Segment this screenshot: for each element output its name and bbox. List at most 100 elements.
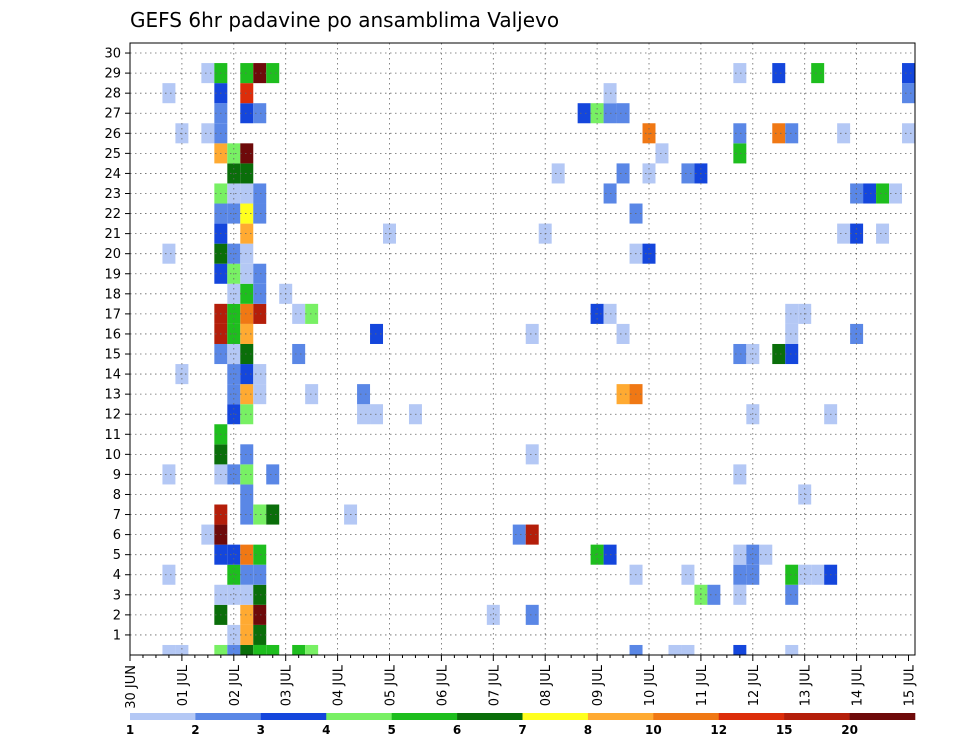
colorbar-label: 2 <box>191 723 199 737</box>
heatmap-cell <box>525 444 539 465</box>
heatmap-cell <box>240 243 254 264</box>
x-tick-label: 30 JUN <box>124 665 139 709</box>
heatmap-cell <box>240 644 254 655</box>
heatmap-cell <box>240 384 254 405</box>
heatmap-cell <box>733 644 747 655</box>
heatmap-cell <box>253 263 267 284</box>
heatmap-cell <box>305 384 319 405</box>
colorbar-label: 5 <box>387 723 395 737</box>
colorbar-label: 6 <box>453 723 461 737</box>
heatmap-cell <box>266 644 280 655</box>
heatmap-cell <box>785 343 799 365</box>
colorbar-legend: 1 2 3 4 5 6 7 8 10 12 15 20 <box>126 713 916 737</box>
heatmap-cell <box>785 584 799 605</box>
heatmap-cell <box>370 323 384 344</box>
x-tick-label: 13 JUL <box>799 664 814 706</box>
heatmap-cell <box>486 604 500 625</box>
heatmap-cell <box>253 203 267 224</box>
x-tick-label: 02 JUL <box>228 664 243 706</box>
heatmap-cell <box>681 564 695 585</box>
x-tick-label: 11 JUL <box>695 664 710 706</box>
chart-title: GEFS 6hr padavine po ansamblima Valjevo <box>130 8 559 32</box>
colorbar-swatch <box>718 713 785 720</box>
heatmap-cell <box>772 63 786 84</box>
y-tick-label: 17 <box>104 307 121 322</box>
heatmap-cell <box>162 83 176 104</box>
heatmap-cell <box>798 564 812 585</box>
heatmap-cell <box>733 143 747 164</box>
heatmap-cell <box>655 143 669 164</box>
heatmap-cell <box>305 644 319 655</box>
colorbar-swatch <box>784 713 850 720</box>
colorbar-label: 3 <box>257 723 265 737</box>
heatmap-cell <box>240 183 254 204</box>
heatmap-cell <box>629 644 643 655</box>
heatmap-cell <box>240 544 254 565</box>
heatmap-cell <box>357 404 371 425</box>
heatmap-cell <box>240 504 254 525</box>
x-tick-label: 05 JUL <box>384 664 399 706</box>
heatmap-cell <box>668 644 682 655</box>
heatmap-cell <box>616 103 630 124</box>
heatmap-cell <box>240 584 254 605</box>
colorbar-label: 20 <box>841 723 858 737</box>
heatmap-cell <box>253 504 267 525</box>
colorbar-label: 4 <box>322 723 330 737</box>
heatmap-cell <box>681 644 695 655</box>
y-tick-label: 24 <box>104 167 121 182</box>
heatmap-cell <box>240 83 254 104</box>
heatmap-cell <box>240 404 254 425</box>
heatmap-cell <box>253 564 267 585</box>
y-tick-label: 3 <box>113 588 121 603</box>
heatmap-cell <box>525 323 539 344</box>
heatmap-cell <box>292 303 306 324</box>
heatmap-cell <box>590 544 604 565</box>
heatmap-cell <box>240 484 254 505</box>
heatmap-cell <box>902 123 915 144</box>
heatmap-cell <box>292 644 306 655</box>
heatmap-cell <box>616 163 630 184</box>
x-tick-label: 10 JUL <box>643 664 658 706</box>
heatmap-cell <box>707 584 721 605</box>
heatmap-cell <box>266 504 280 525</box>
y-tick-label: 14 <box>104 368 121 383</box>
heatmap-cell <box>240 343 254 365</box>
heatmap-cell <box>253 544 267 565</box>
heatmap-cell <box>811 63 825 84</box>
heatmap-cell <box>785 323 799 344</box>
y-tick-label: 2 <box>113 608 121 623</box>
heatmap-cell <box>240 143 254 164</box>
y-tick-label: 26 <box>104 127 121 142</box>
colorbar-label: 12 <box>710 723 727 737</box>
colorbar-label: 7 <box>518 723 526 737</box>
y-tick-label: 19 <box>104 267 121 282</box>
y-axis: 1234567891011121314151617181920212223242… <box>104 47 130 643</box>
colorbar-swatch <box>849 713 916 720</box>
heatmap-cell <box>240 263 254 284</box>
heatmap-cell <box>785 644 799 655</box>
heatmap-cell <box>240 163 254 184</box>
colorbar-swatch <box>326 713 392 720</box>
heatmap-cell <box>616 384 630 405</box>
heatmap-cell <box>253 364 267 385</box>
heatmap-cell <box>253 183 267 204</box>
heatmap-cell <box>902 83 915 104</box>
heatmap-cell <box>746 544 760 565</box>
heatmap-cell <box>616 323 630 344</box>
x-tick-label: 03 JUL <box>280 664 295 706</box>
grid-lines <box>130 43 915 655</box>
x-tick-label: 14 JUL <box>851 664 866 706</box>
heatmap-cell <box>227 564 241 585</box>
y-tick-label: 7 <box>113 508 121 523</box>
heatmap-cell <box>175 644 189 655</box>
heatmap-cell <box>253 624 267 645</box>
x-tick-label: 09 JUL <box>591 664 606 706</box>
colorbar-label: 1 <box>126 723 134 737</box>
heatmap-cell <box>733 544 747 565</box>
heatmap-cell <box>162 644 176 655</box>
y-tick-label: 27 <box>104 107 121 122</box>
heatmap-cell <box>785 303 799 324</box>
y-tick-label: 16 <box>104 327 121 342</box>
heatmap-cell <box>162 564 176 585</box>
